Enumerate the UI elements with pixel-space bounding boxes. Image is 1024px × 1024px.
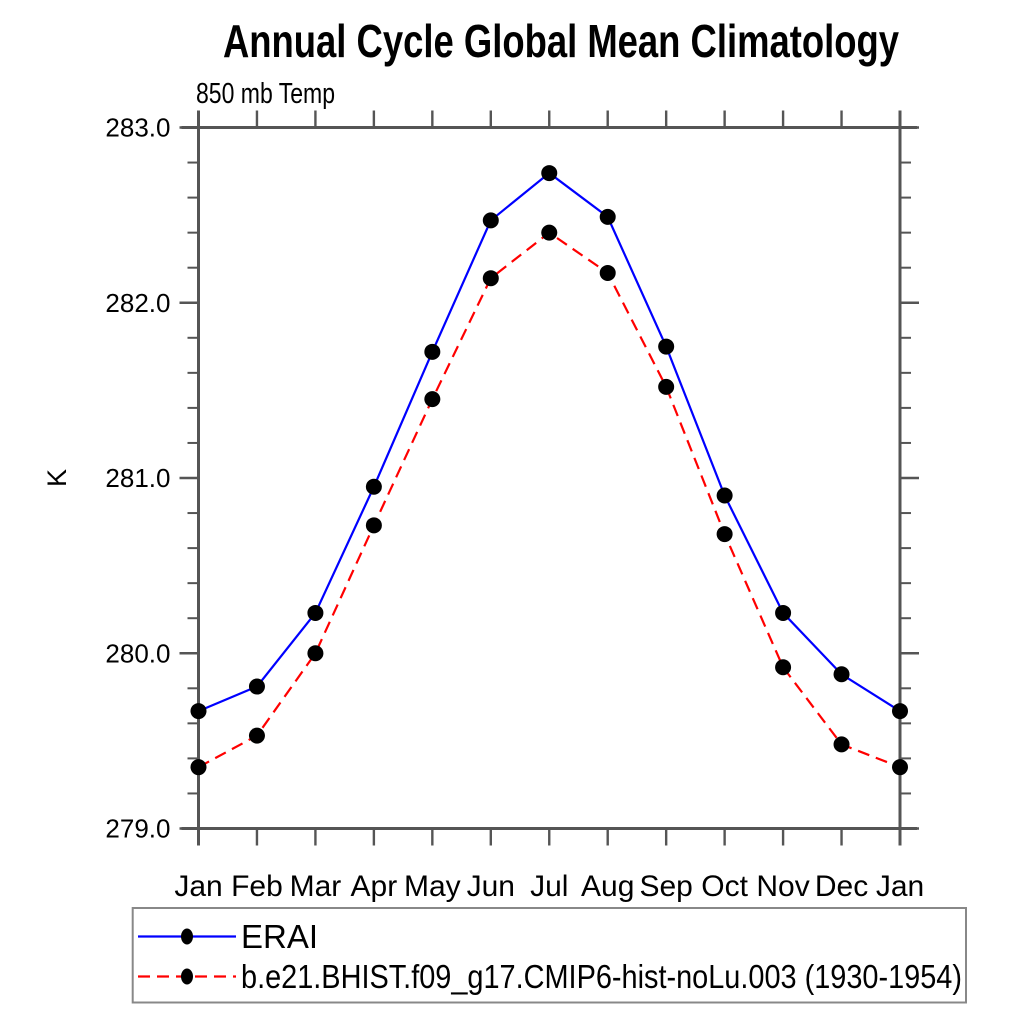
x-tick-label: Jun [467,870,515,903]
y-tick-label: 281.0 [105,463,170,493]
x-tick-label: Mar [290,870,342,903]
data-series [190,165,908,776]
erai-legend-label: ERAI [241,918,318,955]
legend-box [131,907,967,1004]
x-tick-label: Jan [876,870,924,903]
x-tick-label: Sep [639,870,692,903]
x-tick-label: Aug [581,870,634,903]
erai-data-point [424,343,441,360]
x-tick-label: May [404,870,461,903]
model-line [197,231,901,769]
y-tick-label: 282.0 [105,288,170,318]
axis-ticks [179,110,919,846]
legend-item-model: b.e21.BHIST.f09_g17.CMIP6-hist-noLu.003 … [138,958,962,995]
x-tick-label: Oct [701,870,748,903]
model-data-point [424,391,441,408]
erai-data-point [599,208,616,225]
model-data-point [307,645,324,662]
erai-data-point [833,666,850,683]
model-marker-sample [181,968,193,985]
erai-data-point [365,478,382,495]
x-tick-label: Dec [815,870,868,903]
chart-title: Annual Cycle Global Mean Climatology [223,15,899,67]
y-tick-label: 280.0 [105,638,170,668]
model-data-point [716,526,733,543]
y-axis-title: K [42,469,72,487]
model-data-point [190,759,207,776]
y-tick-label: 283.0 [105,113,170,143]
x-tick-label: Apr [351,870,398,903]
erai-data-point [248,678,265,695]
erai-data-point [307,604,324,621]
y-tick-label: 279.0 [105,814,170,844]
erai-marker-sample [181,928,193,945]
chart-subtitle: 850 mb Temp [196,78,335,110]
erai-data-point [541,165,558,182]
axis-tick-labels: Jan Feb Mar Apr May Jun Jul Aug Sep Oct Nov Dec Jan2… [105,113,924,904]
model-data-point [658,378,675,395]
legend: ERAI b.e21.BHIST.f09_g17.CMIP6-hist-noLu… [131,907,967,1004]
erai-data-point [658,338,675,355]
erai-data-point [482,212,499,229]
axis-frame [181,110,917,846]
legend-item-erai: ERAI [138,918,318,955]
erai-data-point [190,703,207,720]
erai-data-point [892,703,908,720]
model-data-point [833,736,850,753]
model-data-point [775,659,792,676]
model-data-point [892,759,908,776]
erai-line [198,171,901,713]
model-data-point [541,224,558,241]
erai-data-point [775,604,792,621]
x-tick-label: Jan [174,870,222,903]
model-legend-label: b.e21.BHIST.f09_g17.CMIP6-hist-noLu.003 … [241,958,962,995]
model-data-point [599,264,616,281]
x-tick-label: Feb [231,870,283,903]
model-data-point [482,270,499,287]
x-tick-label: Nov [756,870,809,903]
erai-data-point [716,487,733,504]
model-data-point [365,517,382,534]
x-tick-label: Jul [530,870,568,903]
model-data-point [248,727,265,744]
